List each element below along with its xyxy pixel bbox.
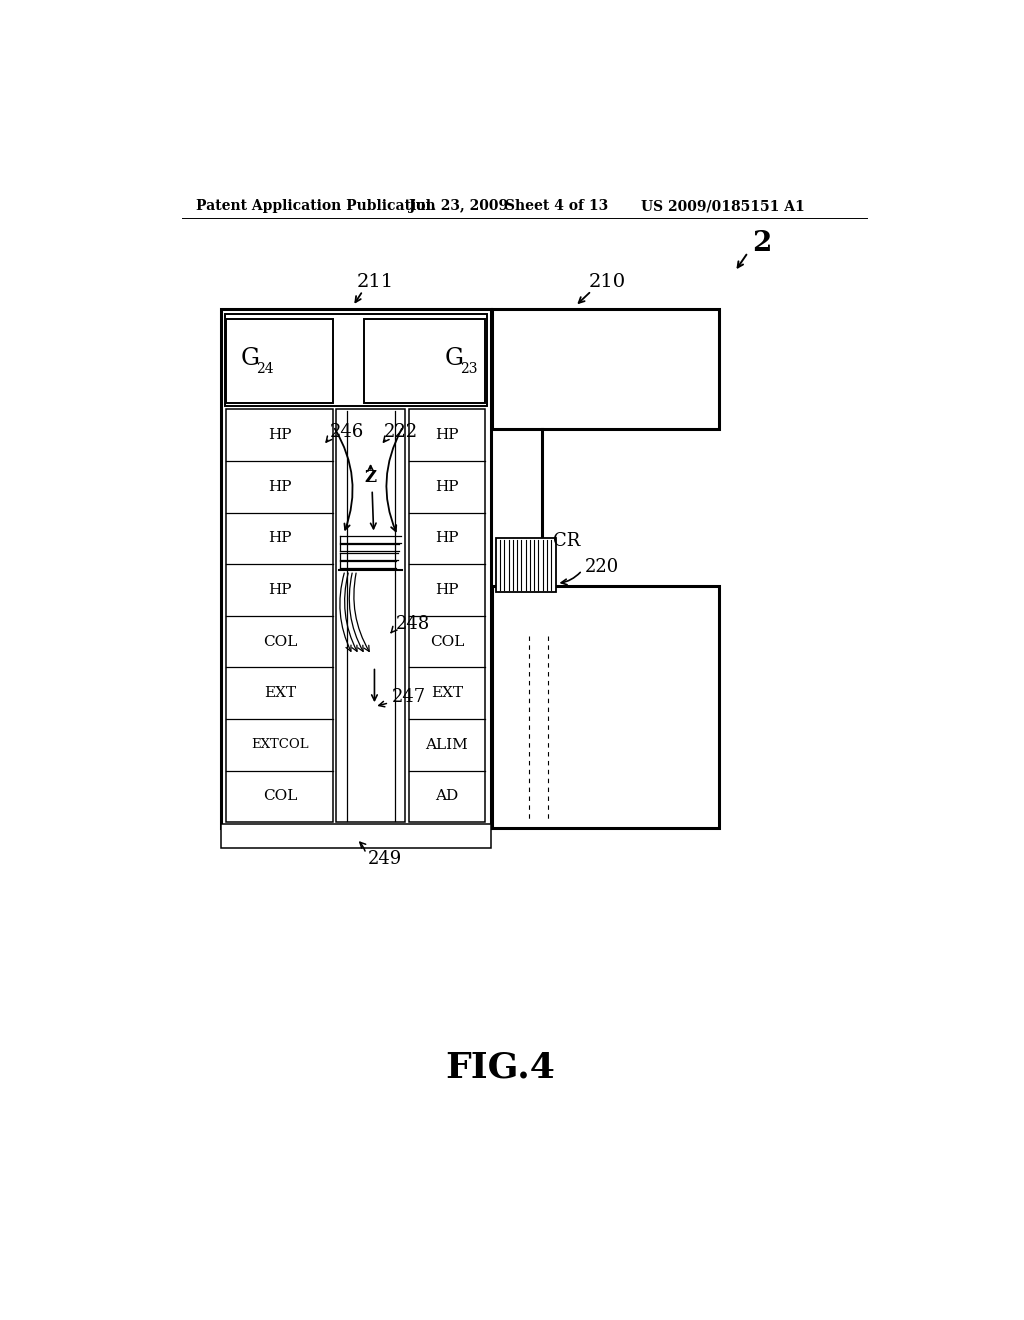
Bar	[221, 825, 490, 849]
Text: 211: 211	[356, 273, 394, 290]
Bar	[336, 409, 406, 822]
Text: HP: HP	[268, 532, 292, 545]
Text: COL: COL	[430, 635, 464, 648]
Bar	[226, 409, 334, 822]
Text: 24: 24	[256, 363, 273, 376]
Text: HP: HP	[435, 428, 459, 442]
Text: 222: 222	[384, 422, 418, 441]
Text: G: G	[241, 347, 259, 370]
Text: FIG.4: FIG.4	[445, 1049, 555, 1084]
Bar	[493, 586, 719, 829]
Text: 246: 246	[330, 422, 364, 441]
Text: HP: HP	[268, 428, 292, 442]
Bar	[365, 318, 484, 404]
Text: 249: 249	[369, 850, 402, 869]
Bar	[225, 314, 486, 407]
Text: Patent Application Publication: Patent Application Publication	[197, 199, 436, 213]
Text: HP: HP	[435, 532, 459, 545]
Text: EXT: EXT	[264, 686, 296, 700]
Text: 247: 247	[391, 689, 426, 706]
Bar	[493, 309, 719, 429]
Text: Z: Z	[365, 470, 377, 487]
Text: EXTCOL: EXTCOL	[251, 738, 308, 751]
Text: ALIM: ALIM	[426, 738, 468, 752]
Text: COL: COL	[263, 789, 297, 804]
Text: HP: HP	[268, 479, 292, 494]
Text: US 2009/0185151 A1: US 2009/0185151 A1	[641, 199, 805, 213]
Text: HP: HP	[435, 479, 459, 494]
Text: AD: AD	[435, 789, 459, 804]
Bar	[410, 409, 484, 822]
Text: G: G	[444, 347, 463, 370]
Text: Jul. 23, 2009: Jul. 23, 2009	[409, 199, 508, 213]
Bar	[226, 318, 334, 404]
Text: 23: 23	[460, 363, 477, 376]
Text: 220: 220	[586, 557, 620, 576]
Bar	[496, 539, 556, 591]
Text: COL: COL	[263, 635, 297, 648]
Text: 248: 248	[395, 615, 430, 634]
Text: Sheet 4 of 13: Sheet 4 of 13	[506, 199, 608, 213]
Bar	[221, 309, 490, 829]
Text: 2: 2	[752, 230, 771, 256]
Text: HP: HP	[268, 583, 292, 597]
Text: EXT: EXT	[431, 686, 463, 700]
Text: 210: 210	[589, 273, 627, 290]
Text: CR: CR	[553, 532, 580, 550]
Text: HP: HP	[435, 583, 459, 597]
